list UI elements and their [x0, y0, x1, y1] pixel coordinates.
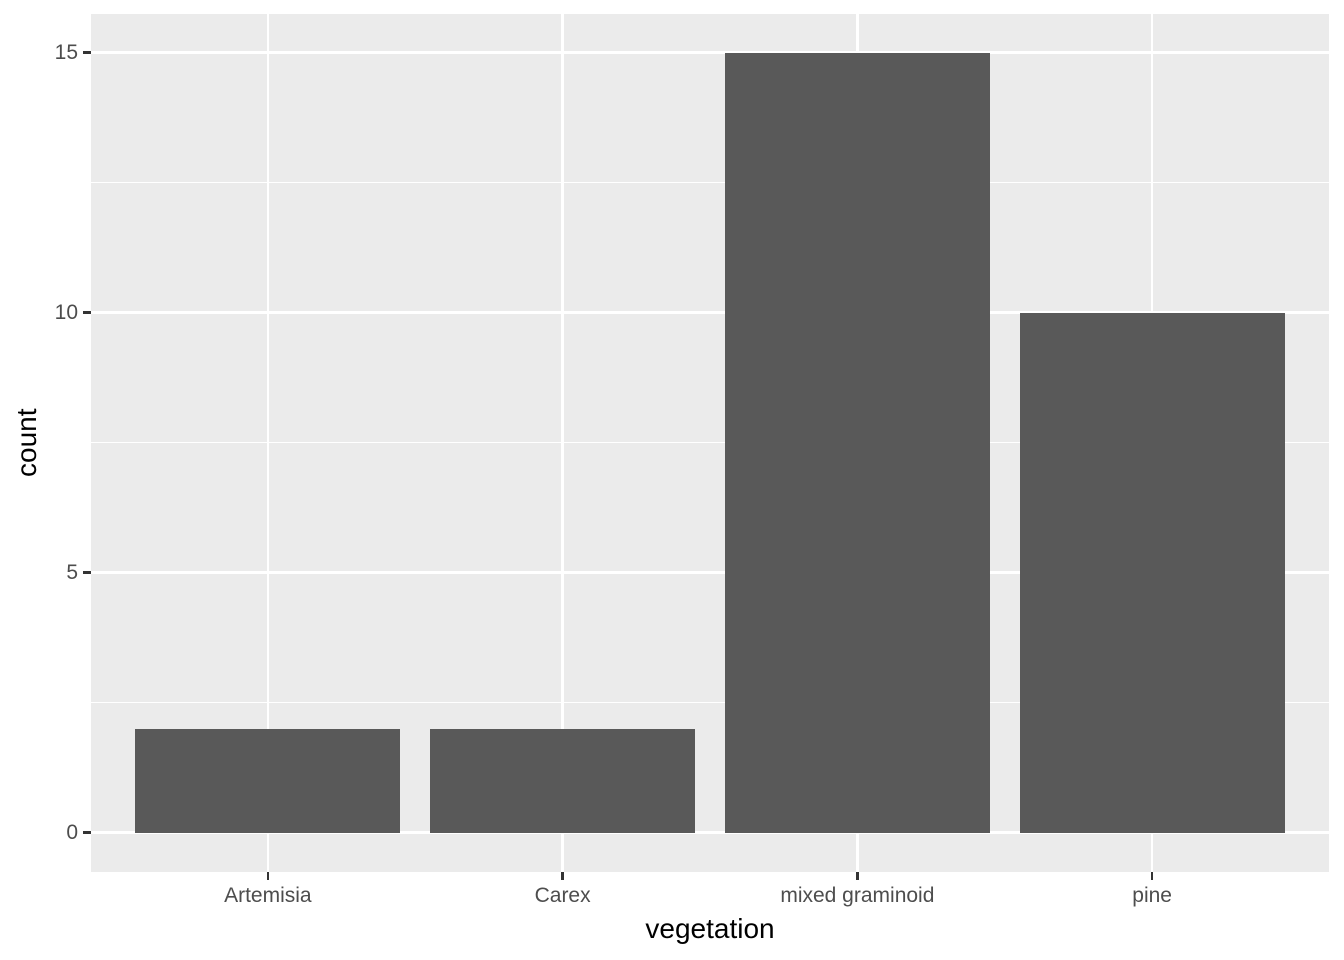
x-major-gridline [561, 13, 564, 872]
bar-pine [1019, 312, 1285, 833]
y-axis-title: count [11, 408, 42, 477]
y-tick-mark [83, 311, 91, 314]
x-tick-label: Artemisia [224, 884, 312, 907]
plot-panel [91, 13, 1329, 872]
y-minor-gridline [91, 701, 1329, 704]
y-major-gridline [91, 831, 1329, 834]
x-tick-label: pine [1132, 884, 1172, 907]
x-tick-mark [1150, 871, 1154, 880]
x-tick-label: Carex [534, 884, 591, 907]
y-tick-mark [83, 51, 91, 54]
y-minor-gridline [91, 181, 1329, 184]
y-tick-label: 5 [66, 561, 78, 584]
y-tick-mark [83, 571, 91, 574]
y-tick-label: 10 [54, 301, 78, 324]
y-tick-mark [83, 831, 91, 834]
x-tick-label: mixed graminoid [780, 884, 935, 907]
x-tick-mark [856, 871, 859, 880]
x-tick-mark [561, 871, 564, 880]
y-major-gridline [91, 571, 1329, 574]
y-minor-gridline [91, 441, 1329, 444]
x-major-gridline [266, 13, 270, 872]
bar-carex [429, 728, 696, 833]
bar-artemisia [135, 728, 401, 833]
y-tick-label: 15 [54, 41, 78, 64]
x-axis-title: vegetation [645, 913, 775, 944]
x-tick-mark [266, 871, 270, 880]
y-major-gridline [91, 311, 1329, 314]
y-tick-label: 0 [66, 821, 78, 844]
y-major-gridline [91, 51, 1329, 54]
bar-mixed-graminoid [724, 52, 991, 833]
